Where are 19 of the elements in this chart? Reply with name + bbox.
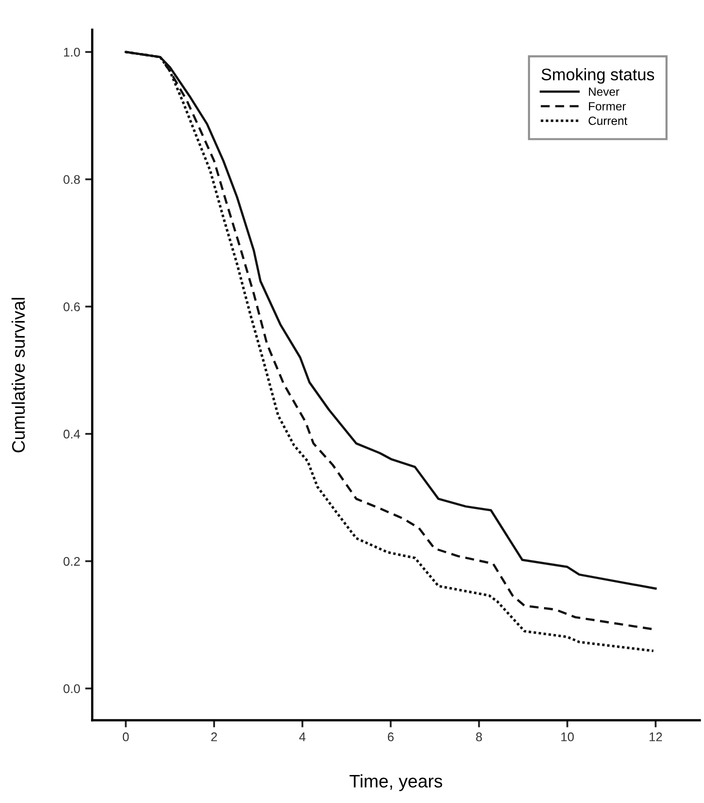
x-tick-label: 12	[650, 732, 662, 742]
x-tick-label: 10	[561, 732, 574, 742]
x-tick-label: 4	[299, 732, 306, 742]
legend-label: Never	[588, 88, 620, 96]
y-tick-label: 1.0	[64, 48, 80, 57]
x-tick-label: 2	[211, 732, 217, 742]
y-tick-label: 0.4	[64, 430, 80, 439]
y-tick-label: 0.0	[64, 684, 80, 694]
legend-label: Current	[588, 116, 628, 125]
legend-label: Former	[588, 102, 626, 110]
y-tick-label: 0.8	[64, 175, 80, 184]
legend-title: Smoking status	[542, 68, 654, 84]
x-tick-label: 6	[388, 732, 394, 742]
x-tick-label: 8	[476, 732, 482, 742]
x-tick-label: 0	[122, 732, 129, 742]
y-tick-label: 0.6	[64, 302, 80, 312]
x-axis-title: Time, years	[350, 774, 442, 792]
y-tick-label: 0.2	[64, 556, 80, 566]
y-axis-title: Cumulative survival	[12, 298, 25, 452]
